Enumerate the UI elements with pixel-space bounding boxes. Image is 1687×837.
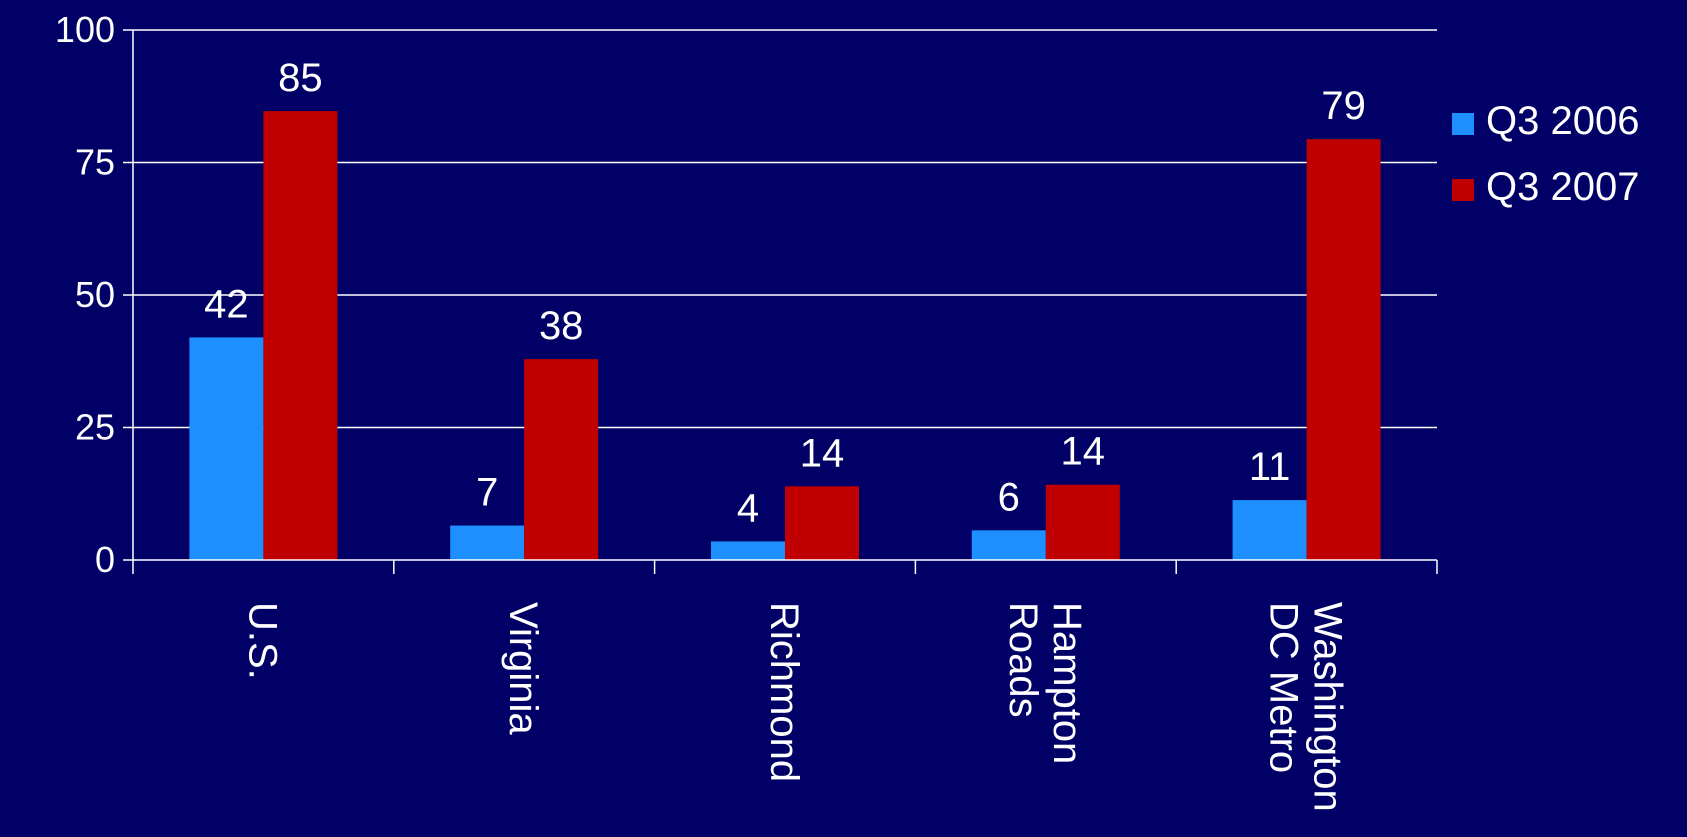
bars	[189, 111, 1381, 560]
legend-swatch	[1452, 113, 1474, 135]
bar	[263, 111, 338, 560]
x-tick-label-line: U.S.	[240, 602, 284, 680]
x-tick-label-line: Roads	[1001, 602, 1045, 718]
data-label: 85	[278, 56, 323, 100]
data-labels: 42 85 7 38 4 14 6 14 11 79	[204, 56, 1366, 530]
y-tick-label: 50	[75, 274, 115, 315]
x-tick-label-line: DC Metro	[1262, 602, 1306, 773]
legend: Q3 2006 Q3 2007	[1452, 99, 1639, 209]
x-tick-label: Virginia	[501, 602, 545, 735]
bar	[785, 486, 859, 560]
data-label: 11	[1249, 445, 1291, 489]
y-tick-labels: 0 25 50 75 100	[55, 9, 115, 580]
bar	[1232, 500, 1307, 560]
bar	[1045, 484, 1120, 560]
x-tick-label-line: Virginia	[501, 602, 545, 735]
data-label: 14	[1061, 430, 1106, 474]
bar	[971, 530, 1046, 560]
y-tick-label: 100	[55, 9, 115, 50]
data-label: 14	[800, 431, 845, 475]
data-label: 4	[737, 486, 759, 530]
data-label: 6	[998, 475, 1020, 519]
y-tick-label: 0	[95, 539, 115, 580]
x-tick-label: Richmond	[762, 602, 806, 782]
bar	[711, 541, 785, 560]
x-tick-label-line: Hampton	[1045, 602, 1089, 764]
axes	[123, 29, 1438, 574]
data-label: 42	[204, 282, 249, 326]
legend-label: Q3 2006	[1486, 99, 1639, 143]
data-label: 7	[476, 471, 498, 515]
y-tick-label: 75	[75, 142, 115, 183]
bar	[1306, 139, 1381, 560]
y-tick-label: 25	[75, 407, 115, 448]
bar	[450, 525, 525, 560]
data-label: 79	[1321, 84, 1366, 128]
x-tick-label: U.S.	[240, 602, 284, 680]
x-tick-label-line: Washington	[1306, 602, 1350, 812]
legend-swatch	[1452, 179, 1474, 201]
gridlines	[133, 29, 1437, 429]
legend-label: Q3 2007	[1486, 165, 1639, 209]
bar	[524, 359, 599, 560]
bar	[189, 337, 264, 560]
x-tick-label-line: Richmond	[762, 602, 806, 782]
data-label: 38	[539, 304, 584, 348]
